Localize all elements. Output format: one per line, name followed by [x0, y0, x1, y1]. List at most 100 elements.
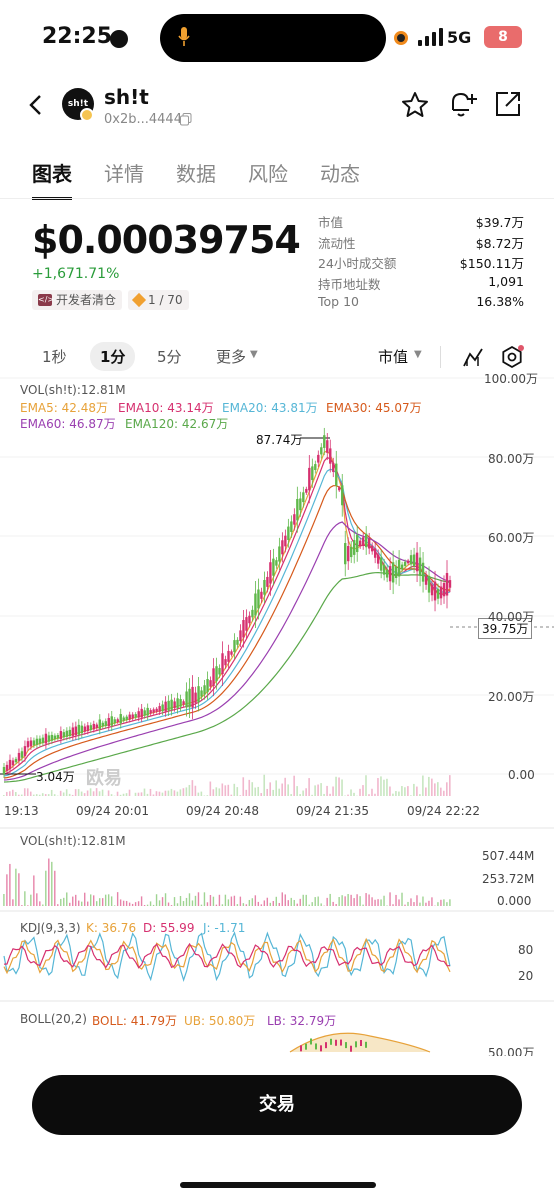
volume-bar [86, 790, 89, 796]
candle-body [101, 722, 104, 727]
volume-bar [419, 794, 421, 796]
y-tick: 80 [518, 943, 534, 957]
volume-bar [122, 793, 125, 796]
volume-bar [398, 899, 400, 906]
volume-bar [161, 897, 164, 906]
interval-more[interactable]: 更多 [216, 348, 247, 366]
volume-bar [218, 894, 221, 906]
alert-bell-icon[interactable] [446, 88, 478, 120]
volume-bar [188, 893, 191, 906]
volume-bar [383, 895, 385, 906]
volume-bar [164, 893, 167, 906]
candle-body [227, 650, 230, 662]
volume-bar [389, 786, 391, 796]
volume-bar [36, 893, 38, 906]
candle-body [71, 727, 75, 736]
candle-body [359, 540, 362, 546]
trade-button[interactable]: 交易 [32, 1075, 522, 1135]
settings-icon[interactable] [500, 345, 524, 369]
kdj-label: KDJ(9,3,3) [20, 921, 81, 935]
candle-body [122, 717, 125, 721]
volume-bar [359, 896, 361, 906]
volume-bar [221, 783, 224, 796]
volume-bar [224, 785, 227, 796]
volume-bar [30, 894, 32, 906]
candle-body [251, 609, 254, 618]
tab-activity[interactable]: 动态 [320, 162, 360, 186]
candle-body [439, 586, 443, 599]
volume-bar [284, 777, 286, 796]
interval-5m[interactable]: 5分 [157, 348, 182, 366]
tab-chart[interactable]: 图表 [32, 158, 72, 200]
volume-bar [215, 787, 218, 796]
volume-bar [230, 896, 233, 906]
stat-key: 流动性 [318, 235, 356, 251]
indicator-icon[interactable] [462, 346, 484, 368]
volume-bar [398, 791, 400, 796]
boll-mid: BOLL: 41.79万 [92, 1014, 178, 1028]
stat-value: 16.38% [476, 294, 524, 309]
volume-bar [338, 897, 340, 906]
candle-body [203, 685, 206, 695]
volume-bar [365, 775, 367, 796]
volume-bar [188, 784, 191, 796]
volume-bar [368, 894, 370, 906]
volume-bar [332, 901, 334, 906]
ema5-legend: EMA5: 42.48万 [20, 401, 108, 415]
volume-bar [9, 863, 11, 906]
code-icon: </> [38, 294, 55, 306]
volume-bar [81, 901, 83, 906]
candle-body [266, 576, 269, 587]
tab-risk[interactable]: 风险 [248, 162, 288, 186]
volume-bar [353, 792, 355, 796]
y-tick: 507.44M [482, 849, 535, 863]
interval-1m[interactable]: 1分 [90, 342, 136, 371]
copy-icon[interactable] [180, 113, 192, 126]
volume-bar [269, 902, 272, 906]
candle-body [212, 668, 215, 687]
volume-bar [176, 903, 179, 906]
candle-body [341, 485, 344, 506]
dev-cleared-badge[interactable]: </> 开发者清仓 [32, 290, 123, 310]
candle-body [323, 435, 326, 448]
back-arrow-icon[interactable] [28, 94, 44, 116]
tab-data[interactable]: 数据 [176, 162, 216, 186]
mode-select[interactable]: 市值 [378, 348, 409, 366]
volume-bar [80, 791, 83, 796]
volume-bar [242, 903, 245, 906]
volume-bar [164, 790, 167, 796]
candle-body [332, 462, 335, 472]
chevron-down-icon[interactable]: ▼ [250, 349, 258, 360]
candle-body [134, 714, 137, 718]
chevron-down-icon[interactable]: ▼ [414, 349, 422, 360]
volume-bar [236, 787, 239, 796]
volume-bar [446, 782, 448, 796]
interval-1s[interactable]: 1秒 [42, 348, 67, 366]
volume-bar [233, 783, 236, 796]
candle-body [263, 579, 266, 595]
ema-lines [0, 437, 554, 783]
volume-bar [44, 794, 47, 796]
volume-bar [200, 791, 203, 796]
volume-bar [326, 897, 328, 906]
candle-body [299, 498, 302, 511]
star-icon[interactable] [400, 90, 430, 120]
volume-bar [92, 791, 95, 796]
candle-body [317, 454, 320, 463]
stat-value: $39.7万 [475, 215, 524, 230]
candle-body [137, 711, 140, 718]
rank-badge[interactable]: 1 / 70 [128, 290, 189, 310]
candle-body [209, 680, 212, 687]
kline-chart[interactable] [0, 376, 554, 1056]
volume-bar [296, 786, 298, 796]
kdj-j: J: -1.71 [203, 921, 246, 935]
high-label: 87.74万 [256, 433, 303, 447]
share-icon[interactable] [494, 90, 522, 118]
candle-body [406, 560, 410, 564]
volume-bar [107, 894, 110, 906]
volume-bar [341, 779, 343, 796]
vol-panel-label: VOL(sh!t):12.81M [20, 834, 126, 848]
tab-details[interactable]: 详情 [104, 162, 144, 186]
volume-bar [155, 894, 158, 906]
volume-bar [278, 788, 280, 796]
